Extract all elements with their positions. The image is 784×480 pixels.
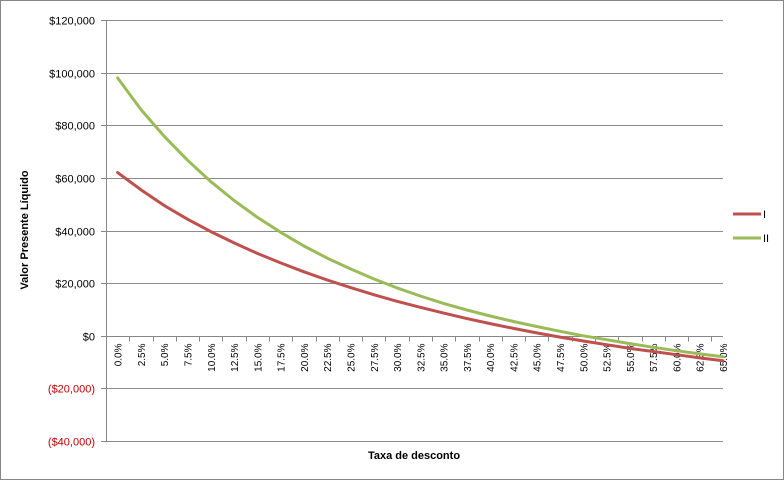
y-tick-label: $120,000 bbox=[49, 16, 95, 28]
legend-label-2: II bbox=[763, 233, 769, 245]
x-tick-label: 0.0% bbox=[114, 343, 125, 366]
x-tick-label: 57.5% bbox=[649, 343, 660, 371]
x-tick-label: 5.0% bbox=[160, 343, 171, 366]
x-tick-labels: 0.0% 2.5% 5.0% 7.5% 10.0% 12.5% 15.0% 17.5% 20.0… bbox=[114, 343, 730, 371]
y-tick-label: $100,000 bbox=[49, 69, 95, 81]
x-tick-label: 35.0% bbox=[440, 343, 451, 371]
x-tick-label: 40.0% bbox=[486, 343, 497, 371]
y-tick-label: ($40,000) bbox=[48, 437, 95, 449]
series-line-2 bbox=[116, 76, 725, 359]
axes bbox=[101, 20, 723, 442]
x-tick-label: 7.5% bbox=[183, 343, 194, 366]
x-axis-title: Taxa de desconto bbox=[368, 450, 460, 462]
x-tick-label: 32.5% bbox=[416, 343, 427, 371]
x-tick-label: 10.0% bbox=[207, 343, 218, 371]
x-tick-label: 2.5% bbox=[137, 343, 148, 366]
y-tick-label: ($20,000) bbox=[48, 384, 95, 396]
x-tick-label: 55.0% bbox=[626, 343, 637, 371]
x-tick-label: 60.0% bbox=[672, 343, 683, 371]
x-tick-label: 50.0% bbox=[579, 343, 590, 371]
y-tick-label: $60,000 bbox=[55, 174, 95, 186]
series-lines bbox=[116, 76, 725, 363]
legend: III bbox=[733, 209, 769, 245]
legend-label-1: I bbox=[763, 209, 766, 221]
x-tick-label: 47.5% bbox=[556, 343, 567, 371]
x-tick-label: 25.0% bbox=[346, 343, 357, 371]
x-tick-label: 22.5% bbox=[323, 343, 334, 371]
x-tick-label: 15.0% bbox=[253, 343, 264, 371]
y-tick-label: $40,000 bbox=[55, 227, 95, 239]
x-tick-label: 30.0% bbox=[393, 343, 404, 371]
y-tick-label: $80,000 bbox=[55, 121, 95, 133]
x-tick-label: 12.5% bbox=[230, 343, 241, 371]
x-tick-label: 20.0% bbox=[300, 343, 311, 371]
series-line-1 bbox=[116, 171, 725, 363]
x-tick-label: 65.0% bbox=[719, 343, 730, 371]
y-tick-label: $20,000 bbox=[55, 279, 95, 291]
y-tick-labels: $120,000 $100,000 $80,000 $60,000 $40,000 $20… bbox=[48, 16, 95, 449]
x-tick-label: 17.5% bbox=[277, 343, 288, 371]
x-tick-label: 27.5% bbox=[370, 343, 381, 371]
x-tick-label: 52.5% bbox=[603, 343, 614, 371]
y-tick-label: $0 bbox=[83, 332, 95, 344]
x-tick-label: 45.0% bbox=[533, 343, 544, 371]
x-tick-label: 37.5% bbox=[463, 343, 474, 371]
x-tick-label: 42.5% bbox=[509, 343, 520, 371]
y-axis-title: Valor Presente Líquido bbox=[19, 170, 31, 289]
